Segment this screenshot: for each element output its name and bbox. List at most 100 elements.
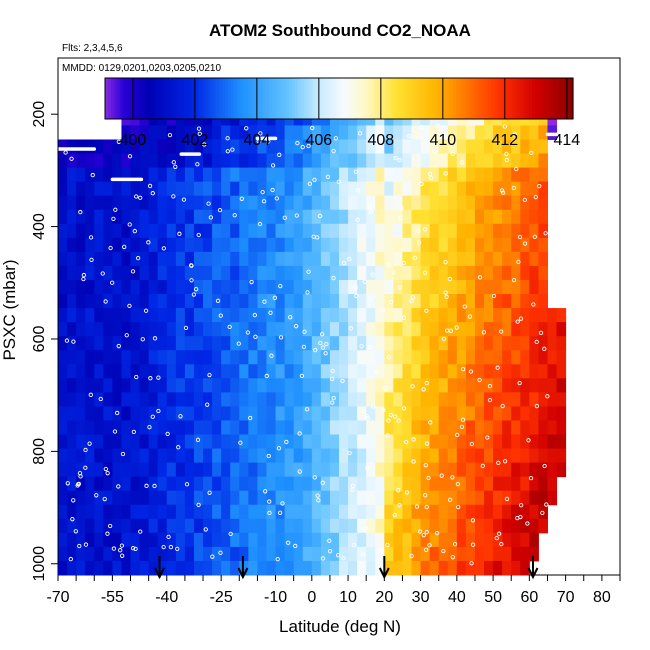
- heatmap-cell: [275, 336, 286, 351]
- heatmap-cell: [212, 546, 222, 562]
- heatmap-cell: [67, 532, 77, 548]
- heatmap-cell: [456, 448, 467, 464]
- heatmap-cell: [366, 532, 376, 548]
- heatmap-cell: [193, 237, 204, 253]
- heatmap-cell: [239, 167, 249, 183]
- heatmap-cell: [474, 125, 485, 140]
- heatmap-cell: [221, 560, 231, 576]
- heatmap-cell: [193, 265, 204, 281]
- heatmap-cell: [103, 448, 113, 464]
- heatmap-cell: [420, 209, 431, 225]
- heatmap-cell: [348, 167, 358, 183]
- heatmap-cell: [257, 279, 267, 295]
- heatmap-cell: [339, 392, 349, 407]
- heatmap-cell: [320, 378, 331, 393]
- heatmap-cell: [293, 420, 304, 436]
- sample-point: [189, 263, 194, 268]
- heatmap-cell: [166, 560, 177, 576]
- colorbar-segment: [283, 78, 287, 119]
- heatmap-cell: [275, 434, 286, 450]
- heatmap-cell: [366, 237, 376, 253]
- heatmap-cell: [411, 490, 422, 506]
- heatmap-cell: [393, 265, 403, 281]
- heatmap-cell: [402, 209, 413, 225]
- heatmap-cell: [293, 125, 304, 140]
- sample-point: [426, 475, 431, 481]
- heatmap-cell: [85, 195, 95, 211]
- heatmap-cell: [520, 350, 530, 365]
- heatmap-cell: [302, 181, 313, 197]
- heatmap-cell: [502, 364, 512, 379]
- heatmap-cell: [85, 237, 95, 253]
- heatmap-cell: [130, 308, 141, 323]
- sample-point: [411, 459, 416, 464]
- sample-point: [485, 435, 490, 440]
- colorbar-segment: [292, 78, 296, 119]
- heatmap-cell: [248, 153, 258, 169]
- heatmap-cell: [175, 251, 186, 267]
- heatmap-cell: [375, 434, 385, 450]
- heatmap-cell: [538, 434, 548, 450]
- heatmap-cell: [230, 139, 240, 155]
- heatmap-cell: [366, 125, 376, 140]
- heatmap-cell: [239, 237, 249, 253]
- colorbar-segment: [116, 78, 121, 119]
- heatmap-cell: [311, 237, 322, 253]
- heatmap-cell: [348, 209, 358, 225]
- heatmap-cell: [302, 378, 313, 393]
- heatmap-cell: [438, 406, 449, 421]
- heatmap-cell: [121, 504, 132, 520]
- heatmap-cell: [538, 279, 548, 295]
- heatmap-cell: [121, 209, 132, 225]
- heatmap-cell: [293, 434, 304, 450]
- heatmap-cell: [58, 420, 68, 436]
- heatmap-cell: [157, 420, 168, 436]
- heatmap-cell: [58, 209, 68, 225]
- heatmap-cell: [438, 490, 449, 506]
- heatmap-cell: [302, 195, 313, 211]
- heatmap-cell: [266, 392, 277, 407]
- heatmap-cell: [474, 532, 485, 548]
- sample-point: [275, 556, 280, 562]
- heatmap-cell: [447, 167, 458, 183]
- heatmap-cell: [130, 251, 141, 267]
- heatmap-cell: [94, 336, 104, 351]
- heatmap-cell: [529, 308, 539, 323]
- heatmap-cell: [447, 392, 458, 407]
- heatmap-cell: [67, 237, 77, 253]
- heatmap-cell: [203, 279, 213, 295]
- heatmap-cell: [511, 237, 521, 253]
- heatmap-cell: [339, 125, 349, 140]
- heatmap-cell: [393, 125, 403, 140]
- heatmap-cell: [67, 167, 77, 183]
- heatmap-cell: [184, 378, 195, 393]
- sample-point: [350, 487, 355, 493]
- heatmap-cell: [76, 237, 86, 253]
- heatmap-cell: [438, 476, 449, 492]
- heatmap-cell: [393, 209, 403, 225]
- heatmap-cell: [203, 322, 213, 337]
- sample-point: [353, 285, 358, 290]
- heatmap-cell: [429, 195, 440, 211]
- heatmap-cell: [257, 139, 267, 155]
- colorbar-segment: [201, 78, 206, 119]
- heatmap-cell: [148, 518, 159, 534]
- heatmap-cell: [538, 476, 548, 492]
- heatmap-cell: [547, 462, 558, 478]
- heatmap-cell: [456, 223, 467, 239]
- heatmap-cell: [420, 265, 431, 281]
- heatmap-cell: [266, 125, 277, 140]
- heatmap-cell: [184, 504, 195, 520]
- heatmap-cell: [366, 560, 376, 576]
- heatmap-cell: [76, 364, 86, 379]
- heatmap-cell: [538, 392, 548, 407]
- sample-point: [320, 556, 326, 561]
- heatmap-cell: [538, 322, 548, 337]
- colorbar-segment: [523, 78, 527, 119]
- sample-point: [491, 293, 497, 299]
- heatmap-cell: [293, 251, 304, 267]
- heatmap-cell: [85, 294, 95, 309]
- heatmap-cell: [67, 181, 77, 197]
- heatmap-cell: [230, 350, 240, 365]
- sample-point: [363, 526, 368, 531]
